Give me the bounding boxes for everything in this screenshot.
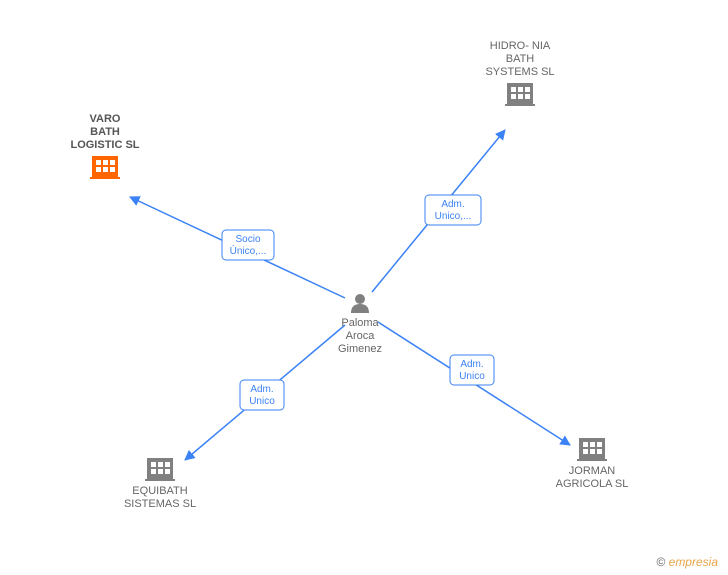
edge-label-varo: Socio bbox=[235, 234, 260, 245]
edge-label-equibath: Adm. bbox=[250, 384, 273, 395]
center-person-label: Gimenez bbox=[338, 343, 382, 355]
company-node-varo[interactable]: VAROBATHLOGISTIC SL bbox=[70, 113, 139, 179]
company-label-jorman: AGRICOLA SL bbox=[556, 478, 629, 490]
company-node-hidro[interactable]: HIDRO- NIABATHSYSTEMS SL bbox=[485, 40, 554, 106]
center-person-label: Paloma bbox=[341, 317, 379, 329]
company-node-equibath[interactable]: EQUIBATHSISTEMAS SL bbox=[124, 458, 196, 510]
company-label-varo: VARO bbox=[90, 113, 121, 125]
company-label-varo: BATH bbox=[90, 126, 120, 138]
footer-credit: © empresia bbox=[656, 555, 718, 569]
edge-label-jorman: Unico bbox=[459, 371, 485, 382]
center-person-node[interactable]: PalomaArocaGimenez bbox=[338, 294, 382, 355]
company-label-hidro: BATH bbox=[506, 53, 535, 65]
company-label-varo: LOGISTIC SL bbox=[70, 139, 139, 151]
building-icon bbox=[577, 438, 607, 461]
company-label-equibath: EQUIBATH bbox=[132, 485, 187, 497]
company-label-hidro: HIDRO- NIA bbox=[490, 40, 551, 52]
edge-label-hidro: Unico,... bbox=[435, 211, 472, 222]
building-icon bbox=[505, 83, 535, 106]
center-person-label: Aroca bbox=[346, 330, 376, 342]
edge-label-jorman: Adm. bbox=[460, 359, 483, 370]
edge-label-varo: Único,... bbox=[230, 244, 267, 257]
building-icon bbox=[90, 156, 120, 179]
building-icon bbox=[145, 458, 175, 481]
copyright-symbol: © bbox=[656, 555, 665, 569]
company-label-hidro: SYSTEMS SL bbox=[485, 66, 554, 78]
company-label-jorman: JORMAN bbox=[569, 465, 616, 477]
company-label-equibath: SISTEMAS SL bbox=[124, 498, 196, 510]
person-icon bbox=[351, 294, 369, 313]
edge-label-equibath: Unico bbox=[249, 396, 275, 407]
edge-label-hidro: Adm. bbox=[441, 199, 464, 210]
org-network-diagram: SocioÚnico,...Adm.Unico,...Adm.UnicoAdm.… bbox=[0, 0, 728, 575]
company-node-jorman[interactable]: JORMANAGRICOLA SL bbox=[556, 438, 629, 490]
brand-name: empresia bbox=[669, 555, 718, 569]
